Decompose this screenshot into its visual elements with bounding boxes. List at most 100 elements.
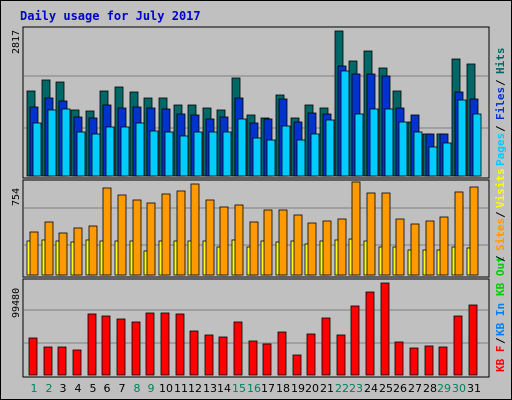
x-tick-label-day-31: 31 [467,382,481,395]
visits-bar-sites-day-19 [293,214,303,276]
hits-bar-pages-day-7 [120,126,130,177]
legend-pages: Pages [494,133,507,166]
visits-bar-sites-day-10 [161,193,171,276]
kbytes-bar-kbytes-day-11 [175,313,185,376]
hits-y-max-label: 2817 [11,30,22,54]
visits-bar-sites-day-28 [425,220,435,276]
hits-legend: Pages / Files / Hits [494,48,507,167]
hits-bar-pages-day-30 [457,99,467,177]
x-tick-label-day-22: 22 [335,382,349,395]
visits-bar-sites-day-24 [366,192,376,276]
hits-bar-pages-day-26 [398,121,408,177]
visits-y-max-label: 754 [11,188,22,206]
kbytes-bar-kbytes-day-20 [306,333,316,376]
visits-bar-sites-day-8 [132,199,142,276]
kbytes-bar-kbytes-day-13 [204,334,214,376]
visits-bar-sites-day-3 [58,232,68,276]
hits-bar-pages-day-28 [428,146,438,177]
legend-sep-3: / [494,255,507,262]
visits-bar-sites-day-20 [307,222,317,276]
visits-bar-sites-day-27 [410,223,420,276]
x-tick-label-day-21: 21 [320,382,334,395]
x-tick-label-day-5: 5 [90,382,97,395]
x-tick-label-day-2: 2 [46,382,53,395]
kbytes-bar-kbytes-day-7 [116,318,126,376]
kbytes-bar-kbytes-day-8 [131,321,141,376]
legend-kb-f: KB F [494,346,507,373]
x-tick-label-day-16: 16 [247,382,261,395]
kbytes-bar-kbytes-day-10 [160,312,170,376]
visits-bar-sites-day-1 [29,231,39,276]
hits-bar-pages-day-18 [281,125,291,177]
legend-kb-in: KB In [494,303,507,336]
kbytes-bar-kbytes-day-4 [72,349,82,376]
bars-layer [24,30,488,376]
kbytes-bar-kbytes-day-24 [365,291,375,376]
hits-bar-pages-day-23 [354,113,364,177]
visits-bar-sites-day-11 [176,190,186,276]
kbytes-bar-kbytes-day-22 [336,334,346,376]
hits-bar-pages-day-5 [91,133,101,177]
kbytes-bar-kbytes-day-29 [438,346,448,376]
hits-bar-pages-day-9 [149,130,159,177]
legend-sep-4: / [494,211,507,218]
x-tick-label-day-18: 18 [276,382,290,395]
legend-hits: Hits [494,48,507,75]
kbytes-bar-kbytes-day-15 [233,321,243,376]
hits-bar-pages-day-21 [325,119,335,177]
visits-bar-sites-day-9 [146,202,156,276]
kbytes-bar-kbytes-day-9 [145,312,155,376]
x-tick-label-day-10: 10 [159,382,173,395]
visits-bar-sites-day-6 [102,187,112,276]
visits-bar-sites-day-31 [469,186,479,276]
legend-visits: Visits [494,168,507,208]
x-tick-label-day-27: 27 [408,382,422,395]
visits-bar-sites-day-12 [190,183,200,276]
x-tick-label-day-23: 23 [349,382,363,395]
hits-bar-pages-day-16 [252,137,262,177]
kbytes-bar-kbytes-day-14 [218,336,228,376]
visits-bar-sites-day-22 [337,218,347,276]
hits-bar-pages-day-31 [472,113,482,177]
chart-title: Daily usage for July 2017 [20,9,201,23]
x-tick-label-day-17: 17 [261,382,275,395]
kbytes-bar-kbytes-day-21 [321,317,331,376]
hits-bar-pages-day-29 [442,142,452,177]
x-tick-label-day-15: 15 [232,382,246,395]
x-tick-label-day-1: 1 [31,382,38,395]
kbytes-bar-kbytes-day-31 [468,304,478,376]
kbytes-bar-kbytes-day-28 [424,345,434,376]
x-tick-label-day-30: 30 [452,382,466,395]
hits-bar-pages-day-6 [105,126,115,177]
x-tick-label-day-11: 11 [174,382,188,395]
visits-bar-sites-day-26 [395,218,405,276]
visits-bar-sites-day-14 [219,206,229,276]
hits-bar-pages-day-1 [32,122,42,177]
x-tick-label-day-24: 24 [364,382,378,395]
hits-bar-pages-day-25 [384,108,394,177]
x-tick-label-day-14: 14 [217,382,231,395]
legend-files: Files [494,87,507,120]
x-tick-label-day-26: 26 [393,382,407,395]
visits-bar-sites-day-15 [234,204,244,276]
visits-bar-sites-day-13 [205,199,215,276]
hits-bar-pages-day-15 [237,118,247,177]
visits-bar-sites-day-29 [439,216,449,276]
hits-bar-pages-day-13 [208,131,218,177]
x-tick-label-day-19: 19 [291,382,305,395]
x-tick-label-day-4: 4 [75,382,82,395]
hits-bar-pages-day-12 [193,131,203,177]
visits-bar-sites-day-5 [88,225,98,276]
x-tick-label-day-8: 8 [134,382,141,395]
visits-bar-sites-day-7 [117,194,127,276]
x-axis-labels: 1 2 3 4 5 6 7 8 9 10 11 12 13 14 15 16 17 18 19 20 21 22 23 24 2… [31,382,482,395]
visits-bar-sites-day-21 [322,220,332,276]
visits-bar-sites-day-18 [278,209,288,276]
kbytes-bar-kbytes-day-12 [189,330,199,376]
kbytes-y-max-label: 99480 [11,288,22,318]
legend-sep-1: / [494,125,507,132]
hits-bar-pages-day-22 [340,70,350,177]
hits-bar-pages-day-19 [296,139,306,177]
x-tick-label-day-6: 6 [104,382,111,395]
visits-bar-sites-day-23 [351,181,361,276]
